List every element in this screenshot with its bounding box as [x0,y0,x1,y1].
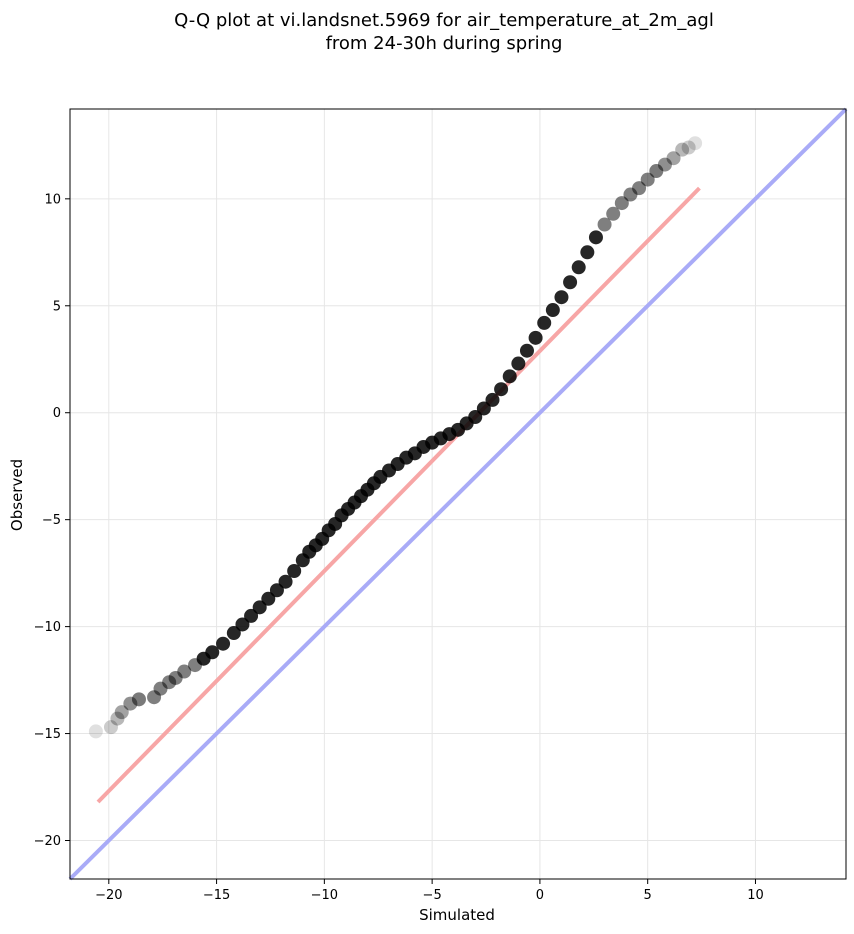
data-point [571,260,586,275]
x-axis-label: Simulated [419,906,495,924]
data-point [537,315,552,330]
data-point [110,711,125,726]
data-point [519,343,534,358]
data-point [114,705,129,720]
y-tick-label: −5 [42,513,61,528]
data-point [563,275,578,290]
x-ticks: −20 −15 −10 −5 0 5 10 [95,879,764,903]
data-point [675,142,690,157]
data-point [88,724,103,739]
data-point [226,626,241,641]
data-point [606,206,621,221]
data-point [511,356,526,371]
data-point [252,600,267,615]
data-point [287,564,302,578]
data-point [103,720,118,735]
data-point [614,196,629,211]
y-tick-label: −15 [34,727,61,742]
data-point [580,245,595,260]
data-point [640,172,655,187]
y-tick-label: −10 [34,620,61,635]
data-point [666,151,681,166]
y-tick-label: 0 [53,406,61,421]
data-point [476,401,491,416]
data-point [468,410,483,424]
data-point [688,136,703,151]
data-point [235,617,250,632]
data-point [177,664,192,679]
y-tick-label: 5 [53,299,61,314]
chart-title: Q-Q plot at vi.landsnet.5969 for air_tem… [174,10,714,31]
data-point [261,591,276,606]
plot-frame [69,108,847,880]
data-point [554,290,569,305]
data-point [528,330,543,345]
chart-subtitle: from 24-30h during spring [326,33,563,54]
data-point [632,181,647,196]
data-point [269,583,284,598]
data-point [597,217,612,232]
x-tick-label: −15 [203,888,230,903]
y-tick-label: −20 [34,834,61,849]
data-point [278,574,293,589]
x-tick-label: 5 [644,888,652,903]
fit-line [96,186,701,804]
x-tick-label: −20 [95,888,122,903]
data-point [131,692,146,707]
data-point [649,164,664,179]
grid-lines [70,109,846,879]
data-points [88,136,703,739]
data-point [244,608,259,623]
x-tick-label: 10 [747,888,764,903]
y-axis-label: Observed [8,459,26,531]
data-point [485,392,500,407]
data-point [545,303,560,318]
x-tick-label: −10 [311,888,338,903]
data-point [681,140,696,155]
data-point [205,645,220,660]
identity-line [68,107,848,881]
data-point [502,369,517,384]
data-point [216,636,231,651]
data-point [588,230,603,245]
x-tick-label: 0 [536,888,544,903]
y-tick-label: 10 [44,192,61,207]
x-tick-label: −5 [423,888,442,903]
data-point [494,382,509,397]
data-point [657,157,672,172]
y-ticks: −20 −15 −10 −5 0 5 10 [34,192,70,849]
reference-lines [68,107,848,881]
